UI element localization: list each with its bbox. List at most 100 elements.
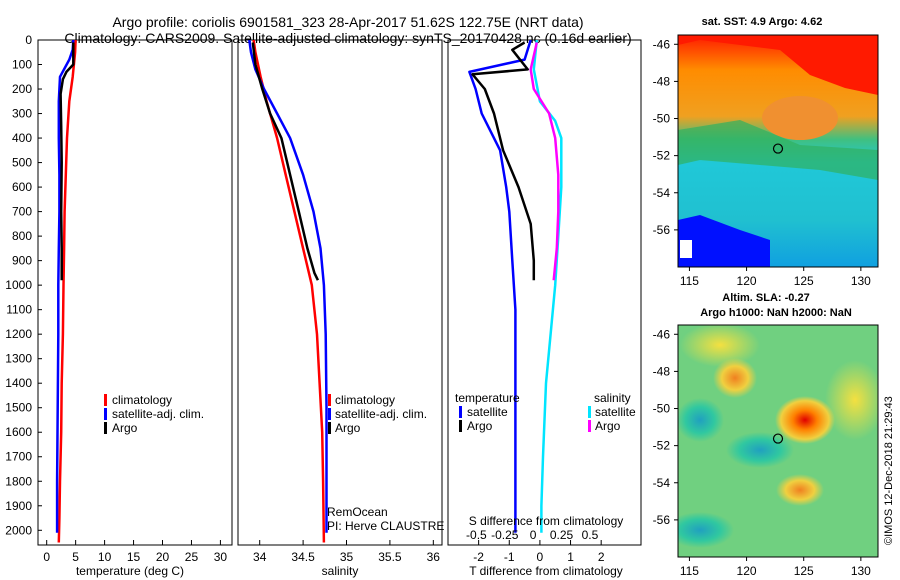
series-salinity-satellite	[532, 40, 563, 533]
lon-tick-label: 115	[680, 274, 699, 288]
legend-label-sat-salinity: satellite	[595, 405, 636, 419]
x-tick-label: 35.5	[378, 550, 402, 564]
t-difference-axis-label: T difference from climatology	[469, 564, 623, 578]
sla-warm-eddy-2	[775, 396, 835, 444]
legend-label-argo: Argo	[335, 421, 361, 435]
x-tick-label: 34	[253, 550, 267, 564]
x-tick-label: -2	[473, 550, 484, 564]
salinity-legend: climatology satellite-adj. clim. Argo	[328, 393, 427, 435]
sla-warm-eddy-3	[776, 474, 824, 506]
lat-tick-label: -48	[653, 364, 671, 378]
title-line-1: Argo profile: coriolis 6901581_323 28-Ap…	[112, 14, 583, 30]
lon-tick-label: 125	[794, 564, 814, 578]
depth-tick-label: 2000	[5, 523, 32, 537]
depth-tick-label: 600	[12, 180, 32, 194]
lat-tick-label: -50	[653, 112, 671, 126]
legend-swatch-satellite	[328, 408, 331, 420]
depth-axis: 0 100 200 300 400 500 600 700 800 900 1000 1100 1200…	[5, 33, 42, 537]
lat-tick-label: -52	[653, 149, 671, 163]
legend-swatch-argo-salinity	[588, 420, 591, 432]
sla-map	[678, 325, 878, 557]
lat-tick-label: -46	[653, 37, 671, 51]
x-tick-label: 35	[340, 550, 354, 564]
depth-tick-label: 1000	[5, 278, 32, 292]
series-argo	[251, 42, 320, 281]
warm-eddy	[762, 96, 838, 140]
series-climatology	[57, 40, 77, 543]
legend-swatch-sat-salinity	[588, 406, 591, 418]
legend-label-satellite: satellite	[467, 405, 508, 419]
depth-tick-label: 1500	[5, 401, 32, 415]
sla-map-frame	[677, 324, 879, 558]
lat-tick-label: -56	[653, 513, 671, 527]
lon-tick-label: 125	[794, 274, 814, 288]
x-tick-label: 25	[185, 550, 199, 564]
series-temperature-satellite	[468, 40, 532, 533]
depth-tick-label: 700	[12, 205, 32, 219]
temperature-plot-frame	[37, 39, 233, 546]
legend-label-climatology: climatology	[112, 393, 172, 407]
title-line-2: Climatology: CARS2009. Satellite-adjuste…	[64, 30, 631, 46]
depth-tick-label: 1900	[5, 499, 32, 513]
depth-tick-label: 800	[12, 229, 32, 243]
x-tick-label: 34.5	[291, 550, 315, 564]
depth-tick-label: 500	[12, 156, 32, 170]
x-tick-label: -1	[504, 550, 515, 564]
salinity-axis-label: salinity	[322, 564, 359, 578]
s-difference-tick-label: 0	[530, 528, 537, 542]
sla-warm-eddy-1	[713, 358, 757, 398]
sla-high-nw	[680, 325, 760, 367]
temperature-axis-label: temperature (deg C)	[76, 564, 184, 578]
sla-map-axes: -46 -48 -50 -52 -54 -56 115 120 125 130	[653, 327, 872, 578]
depth-tick-label: 400	[12, 131, 32, 145]
depth-tick-label: 1600	[5, 425, 32, 439]
legend-title-salinity: salinity	[594, 391, 631, 405]
x-tick-label: 1	[567, 550, 574, 564]
lat-tick-label: -50	[653, 402, 671, 416]
depth-tick-label: 1800	[5, 474, 32, 488]
lat-tick-label: -54	[653, 186, 671, 200]
salinity-plot	[248, 40, 328, 543]
x-tick-label: 36	[427, 550, 441, 564]
sla-map-subtitle: Argo h1000: NaN h2000: NaN	[700, 307, 852, 319]
lat-tick-label: -48	[653, 74, 671, 88]
project-label: RemOcean	[327, 505, 388, 519]
lon-tick-label: 115	[680, 564, 699, 578]
difference-legend-temperature: temperature satellite Argo	[455, 391, 520, 433]
legend-swatch-argo	[459, 420, 462, 432]
lat-tick-label: -56	[653, 223, 671, 237]
lat-tick-label: -54	[653, 476, 671, 490]
x-tick-label: 2	[598, 550, 605, 564]
s-difference-tick-label: -0.5	[466, 528, 487, 542]
legend-label-argo: Argo	[467, 419, 493, 433]
legend-swatch-satellite	[459, 406, 462, 418]
front-region	[678, 120, 878, 180]
legend-label-argo: Argo	[112, 421, 138, 435]
temperature-plot	[55, 40, 77, 543]
series-argo	[59, 42, 75, 281]
depth-tick-label: 1200	[5, 327, 32, 341]
legend-swatch-satellite	[104, 408, 107, 420]
x-tick-label: 0	[43, 550, 50, 564]
depth-tick-label: 1400	[5, 376, 32, 390]
salinity-plot-frame	[237, 39, 443, 546]
depth-tick-label: 1700	[5, 450, 32, 464]
lat-tick-label: -46	[653, 327, 671, 341]
sla-cool-eddy-3	[678, 512, 734, 548]
legend-title-temperature: temperature	[455, 391, 520, 405]
sla-cool-eddy	[726, 432, 794, 468]
legend-label-satellite: satellite-adj. clim.	[112, 407, 204, 421]
lon-tick-label: 120	[737, 564, 757, 578]
difference-legend-salinity: salinity satellite Argo	[588, 391, 636, 433]
x-tick-label: 30	[214, 550, 228, 564]
depth-tick-label: 1300	[5, 352, 32, 366]
series-climatology	[252, 40, 326, 543]
depth-tick-label: 900	[12, 254, 32, 268]
sst-map-axes: -46 -48 -50 -52 -54 -56 115 120 125 130	[653, 37, 872, 288]
sst-map-title: sat. SST: 4.9 Argo: 4.62	[702, 16, 823, 28]
s-difference-tick-label: -0.25	[491, 528, 519, 542]
temperature-legend: climatology satellite-adj. clim. Argo	[104, 393, 204, 435]
legend-swatch-argo	[328, 422, 331, 434]
sla-cool-eddy-2	[678, 398, 724, 442]
